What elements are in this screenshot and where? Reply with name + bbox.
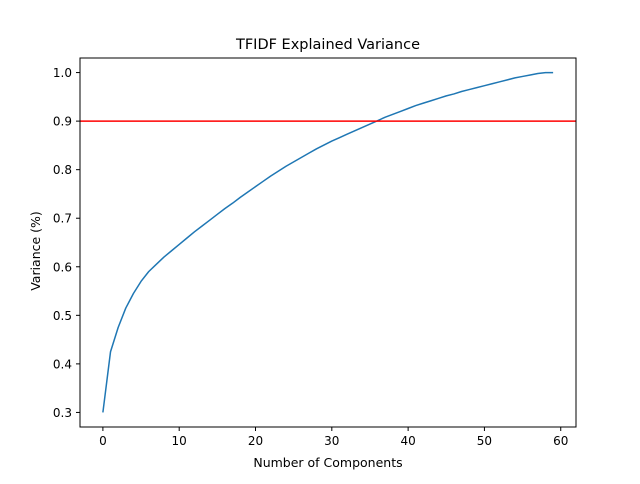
y-tick-label: 0.5 — [53, 309, 72, 323]
plot-frame — [79, 57, 577, 428]
y-tick-label: 0.9 — [53, 115, 72, 129]
plot-area: 0 10 20 30 40 50 60 0.3 0.4 0.5 0.6 0.7 0.8 0.9 1.0 — [53, 57, 577, 448]
y-tick-label: 0.7 — [53, 212, 72, 226]
chart-title: TFIDF Explained Variance — [235, 37, 420, 53]
x-tick-label: 10 — [172, 434, 187, 448]
x-tick-label: 50 — [477, 434, 492, 448]
x-tick-label: 20 — [248, 434, 263, 448]
y-tick-label: 1.0 — [53, 66, 72, 80]
y-tick-label: 0.6 — [53, 260, 72, 274]
x-tick-label: 0 — [99, 434, 107, 448]
y-tick-label: 0.4 — [53, 357, 72, 371]
x-tick-label: 30 — [324, 434, 339, 448]
y-axis-label: Variance (%) — [28, 211, 43, 291]
x-tick-label: 40 — [400, 434, 415, 448]
series-line-0 — [102, 71, 554, 413]
x-axis-label: Number of Components — [253, 455, 402, 470]
y-tick-label: 0.3 — [53, 406, 72, 420]
y-tick-label: 0.8 — [53, 163, 72, 177]
x-tick-label: 60 — [553, 434, 568, 448]
